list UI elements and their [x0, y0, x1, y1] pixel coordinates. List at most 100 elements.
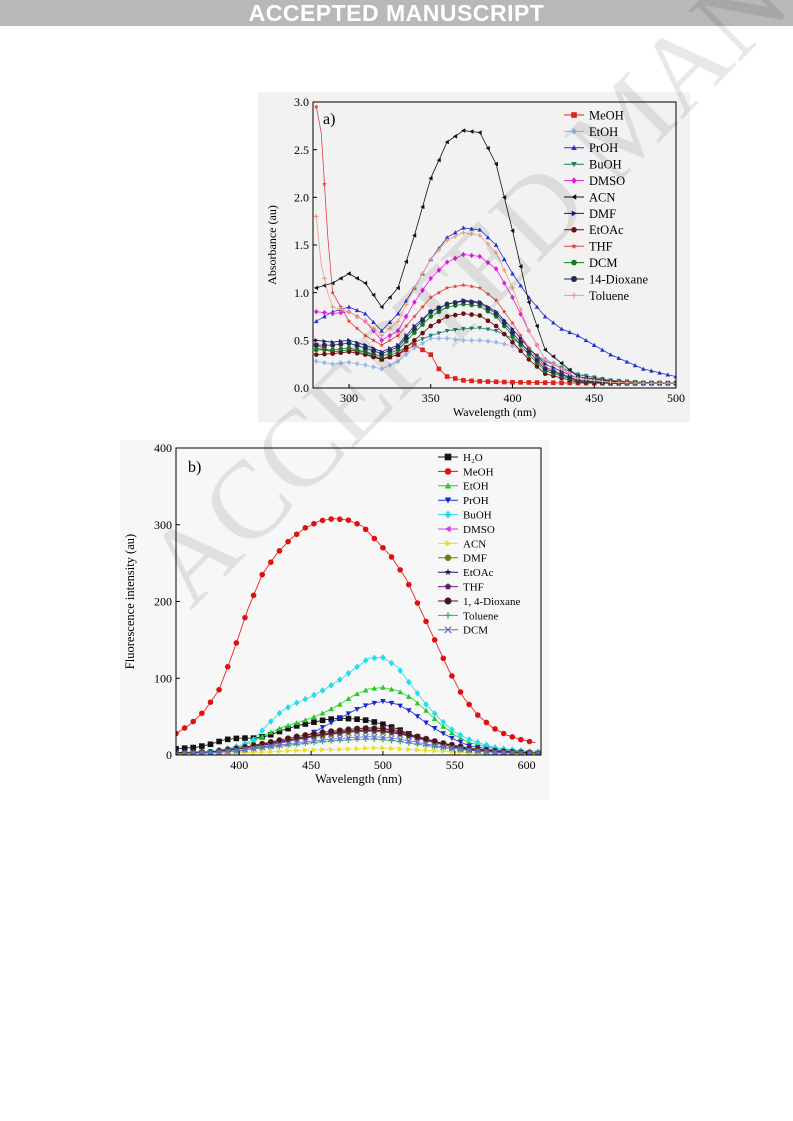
data-point-dcm [457, 746, 464, 753]
legend-label: THF [463, 581, 484, 593]
data-point-14-dioxane [452, 300, 458, 306]
data-point-etoh [431, 715, 438, 722]
data-point-thf [330, 290, 336, 295]
data-point-acn [379, 304, 384, 310]
data-point-dmso [493, 266, 499, 272]
data-point-1-4-dioxane [405, 731, 412, 738]
data-point-meoh [354, 521, 360, 527]
x-tick-label: 300 [340, 391, 358, 405]
data-point-acn [461, 128, 466, 133]
data-point-thf [436, 290, 442, 295]
data-point-thf [313, 104, 319, 109]
data-point-dcm [215, 748, 223, 755]
data-point-meoh [293, 531, 300, 538]
data-point-buoh [469, 326, 474, 331]
data-point-thf [526, 345, 532, 351]
data-point-1-4-dioxane [414, 733, 421, 740]
data-point-buoh [428, 333, 434, 338]
data-point-etoh [440, 723, 447, 729]
data-point-14-dioxane [362, 345, 368, 351]
x-tick-label: 350 [422, 391, 440, 405]
data-point-h-o [199, 743, 205, 749]
y-tick-label: 1.5 [294, 238, 309, 252]
data-point-toluene [420, 271, 425, 276]
data-point-toluene [436, 247, 442, 253]
data-point-1-4-dioxane [319, 729, 326, 736]
data-point-meoh [518, 736, 524, 743]
data-point-dcm [422, 740, 430, 748]
data-point-dcm [258, 744, 266, 751]
panel-label: a) [323, 111, 335, 128]
data-point-14-dioxane [313, 342, 319, 348]
data-point-dcm [302, 738, 309, 746]
data-point-toluene [346, 309, 352, 315]
data-point-toluene [461, 230, 466, 235]
data-point-buoh [354, 663, 360, 671]
data-point-etoh [371, 685, 378, 691]
data-point-14-dioxane [550, 369, 556, 375]
data-point-acn [406, 746, 412, 753]
legend-item-proh: PrOH [438, 495, 489, 507]
x-tick-label: 450 [302, 758, 320, 772]
data-point-dcm [322, 347, 327, 353]
data-point-meoh [502, 379, 507, 385]
data-point-h-o [302, 721, 309, 727]
y-axis-label: Absorbance (au) [265, 205, 279, 285]
data-point-meoh [285, 538, 291, 545]
data-point-meoh [436, 366, 442, 372]
data-point-dmso [469, 252, 474, 259]
data-point-14-dioxane [518, 339, 524, 345]
legend-item-etoac: EtOAc [438, 567, 494, 579]
legend-label: DMSO [589, 174, 625, 188]
data-point-etoh [337, 701, 343, 707]
legend-label: DCM [589, 256, 617, 270]
data-point-buoh [276, 709, 283, 717]
data-point-dmso [395, 328, 401, 334]
panel-label: b) [188, 459, 201, 476]
data-point-etoh [276, 725, 283, 731]
data-point-meoh [500, 730, 507, 737]
data-point-14-dioxane [379, 351, 385, 357]
data-point-dmf [322, 338, 327, 344]
data-point-toluene [567, 371, 573, 376]
data-point-etoh [311, 714, 317, 720]
legend-marker [444, 482, 452, 489]
data-point-meoh [233, 640, 240, 646]
data-point-etoh [502, 341, 507, 347]
data-point-etoh [371, 364, 376, 370]
data-point-acn [354, 745, 360, 752]
data-point-proh [575, 333, 581, 338]
y-axis-label: Fluorescence intensity (au) [123, 534, 137, 669]
data-point-toluene [330, 304, 335, 310]
data-point-thf [534, 354, 540, 360]
data-point-buoh [575, 372, 581, 377]
data-point-dcm [362, 733, 369, 740]
data-point-14-dioxane [444, 301, 450, 307]
legend-label: EtOH [589, 125, 618, 139]
legend-item-etoh: EtOH [438, 481, 489, 493]
legend-item-acn: ACN [564, 190, 615, 204]
series-toluene [313, 214, 676, 386]
data-point-h-o [319, 717, 326, 724]
x-tick-label: 550 [446, 758, 464, 772]
data-point-toluene [322, 276, 327, 281]
data-point-buoh [423, 700, 429, 708]
y-tick-label: 3.0 [294, 95, 309, 109]
data-point-toluene [591, 378, 597, 383]
data-point-acn [277, 748, 283, 755]
data-point-toluene [477, 233, 483, 238]
data-point-toluene [502, 267, 507, 273]
series-meoh [176, 516, 536, 745]
data-point-dmso [420, 287, 425, 294]
data-point-h-o [176, 746, 179, 752]
data-point-thf [461, 282, 466, 288]
accepted-manuscript-banner: ACCEPTED MANUSCRIPT [0, 0, 793, 26]
data-point-thf [346, 318, 352, 324]
data-point-toluene [354, 314, 360, 319]
data-point-proh [624, 359, 630, 364]
data-point-dmso [428, 275, 434, 282]
data-point-etoh [423, 707, 429, 713]
data-point-thf [518, 333, 524, 338]
legend-item-meoh: MeOH [438, 466, 494, 478]
data-point-meoh [276, 548, 283, 554]
